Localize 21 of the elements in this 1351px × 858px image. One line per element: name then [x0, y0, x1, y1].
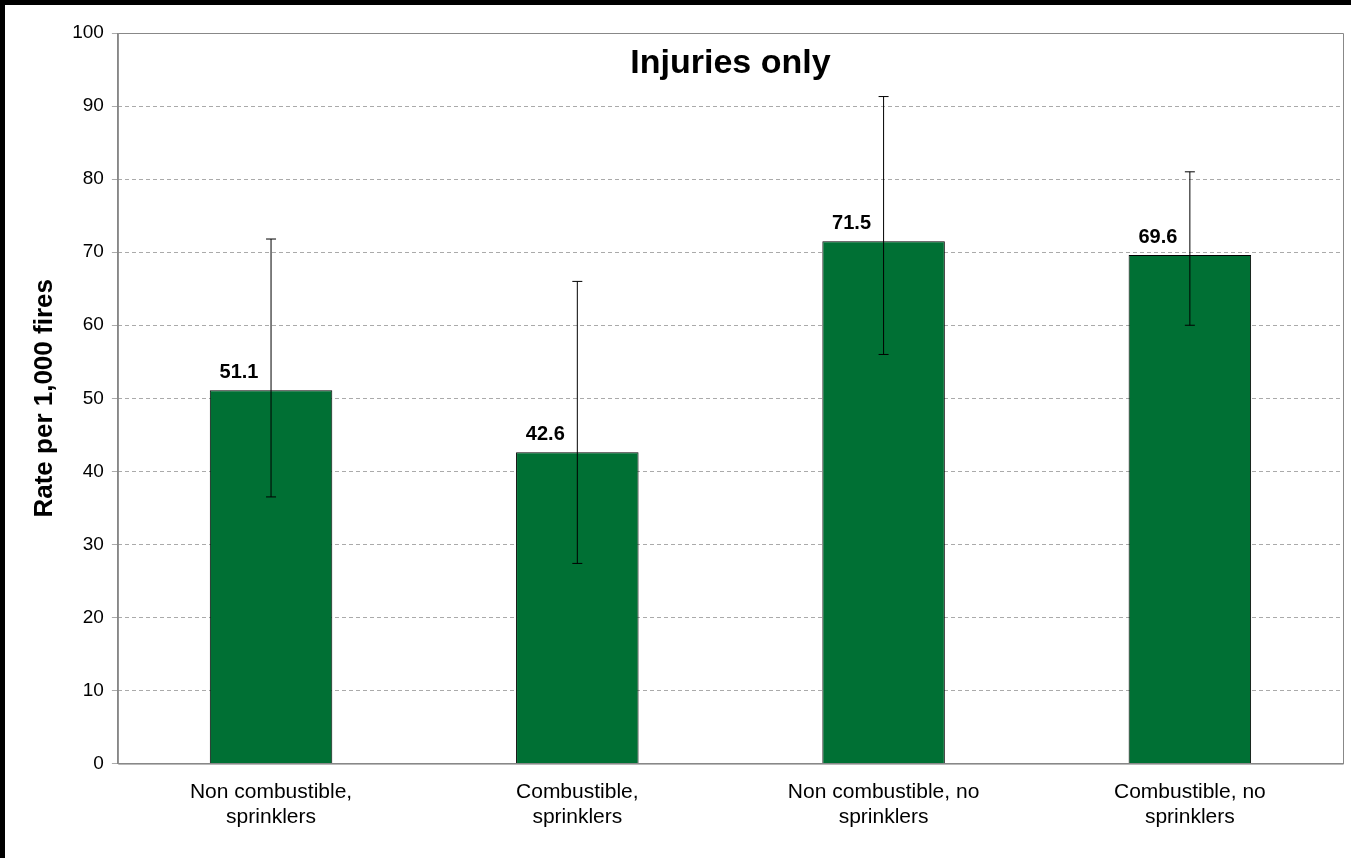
x-tick-label: Non combustible, sprinklers	[189, 779, 353, 828]
y-axis-title: Rate per 1,000 fires	[27, 279, 58, 518]
y-tick-label: 100	[72, 21, 104, 43]
data-label: 42.6	[525, 421, 565, 444]
x-tick-label: Combustible, sprinklers	[516, 779, 639, 828]
chart-title: Injuries only	[630, 42, 831, 81]
y-tick-label: 0	[93, 751, 104, 773]
y-tick-label: 30	[82, 532, 104, 554]
data-label: 51.1	[219, 359, 259, 382]
y-tick-label: 10	[82, 678, 104, 700]
y-tick-label: 40	[82, 459, 104, 481]
y-tick-label: 90	[82, 94, 104, 116]
y-tick-label: 20	[82, 605, 104, 627]
data-label: 71.5	[832, 210, 872, 233]
y-tick-label: 60	[82, 313, 104, 335]
y-tick-label: 80	[82, 167, 104, 189]
y-tick-label: 50	[82, 386, 104, 408]
y-tick-label: 70	[82, 240, 104, 262]
x-tick-label: Combustible, no sprinklers	[1113, 779, 1266, 828]
x-tick-label: Non combustible, no sprinklers	[787, 779, 980, 828]
data-label: 69.6	[1138, 224, 1178, 247]
